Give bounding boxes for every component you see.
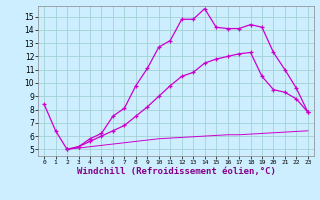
X-axis label: Windchill (Refroidissement éolien,°C): Windchill (Refroidissement éolien,°C) — [76, 167, 276, 176]
